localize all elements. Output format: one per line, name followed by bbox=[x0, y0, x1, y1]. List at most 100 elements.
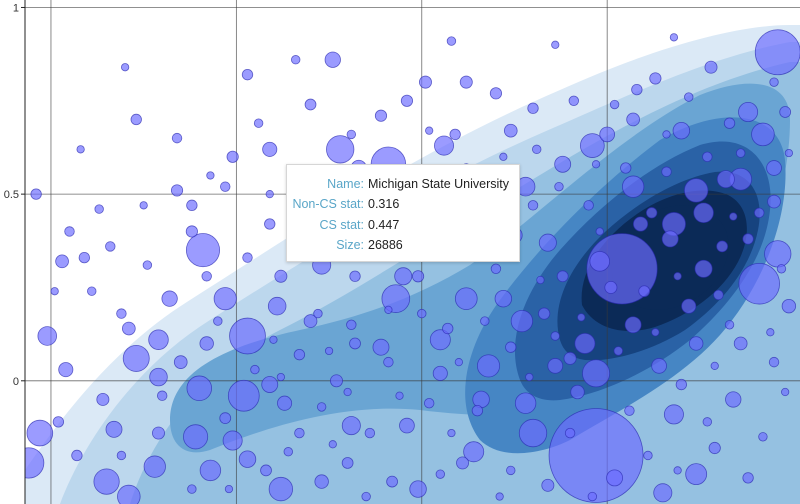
data-point[interactable] bbox=[219, 412, 232, 425]
data-point[interactable] bbox=[710, 361, 719, 370]
data-point[interactable] bbox=[274, 269, 288, 283]
data-point[interactable] bbox=[716, 170, 735, 189]
data-point[interactable] bbox=[764, 240, 792, 268]
data-point[interactable] bbox=[551, 40, 560, 49]
data-point[interactable] bbox=[341, 457, 354, 469]
data-point[interactable] bbox=[766, 328, 775, 337]
data-point[interactable] bbox=[346, 319, 357, 330]
data-point[interactable] bbox=[580, 133, 605, 158]
data-point[interactable] bbox=[449, 128, 461, 141]
data-point[interactable] bbox=[346, 129, 357, 140]
data-point[interactable] bbox=[183, 424, 209, 450]
data-point[interactable] bbox=[269, 335, 278, 344]
data-point[interactable] bbox=[738, 102, 759, 122]
data-point[interactable] bbox=[149, 367, 168, 387]
data-point[interactable] bbox=[242, 252, 253, 263]
data-point[interactable] bbox=[514, 392, 537, 414]
data-point[interactable] bbox=[417, 308, 427, 319]
data-point[interactable] bbox=[341, 416, 361, 436]
data-point[interactable] bbox=[586, 233, 658, 305]
data-point[interactable] bbox=[171, 132, 183, 144]
data-point[interactable] bbox=[14, 447, 45, 479]
data-point[interactable] bbox=[94, 204, 104, 214]
data-point[interactable] bbox=[754, 29, 800, 76]
data-point[interactable] bbox=[52, 416, 65, 428]
data-point[interactable] bbox=[681, 298, 697, 314]
data-point[interactable] bbox=[702, 417, 712, 427]
data-point[interactable] bbox=[622, 175, 645, 198]
data-point[interactable] bbox=[435, 469, 446, 479]
data-point[interactable] bbox=[662, 130, 671, 139]
data-point[interactable] bbox=[374, 109, 388, 122]
data-point[interactable] bbox=[446, 36, 457, 46]
data-point[interactable] bbox=[538, 307, 551, 320]
data-point[interactable] bbox=[693, 202, 714, 224]
data-point[interactable] bbox=[649, 72, 662, 85]
data-point[interactable] bbox=[349, 270, 361, 282]
data-point[interactable] bbox=[186, 199, 198, 211]
data-point[interactable] bbox=[738, 262, 780, 305]
data-point[interactable] bbox=[563, 351, 577, 365]
data-point[interactable] bbox=[121, 63, 130, 72]
data-point[interactable] bbox=[260, 464, 272, 477]
data-point[interactable] bbox=[661, 230, 679, 248]
data-point[interactable] bbox=[527, 102, 539, 114]
data-point[interactable] bbox=[595, 227, 604, 236]
data-point[interactable] bbox=[324, 51, 341, 68]
data-point[interactable] bbox=[199, 336, 214, 351]
data-point[interactable] bbox=[349, 337, 361, 350]
data-point[interactable] bbox=[187, 484, 197, 494]
data-point[interactable] bbox=[624, 405, 635, 416]
data-point[interactable] bbox=[684, 178, 709, 203]
data-point[interactable] bbox=[638, 285, 651, 298]
data-point[interactable] bbox=[294, 427, 305, 439]
data-point[interactable] bbox=[525, 372, 534, 382]
data-point[interactable] bbox=[742, 472, 754, 484]
data-point[interactable] bbox=[250, 364, 260, 375]
data-point[interactable] bbox=[463, 441, 485, 463]
data-point[interactable] bbox=[148, 329, 169, 350]
data-point[interactable] bbox=[471, 405, 484, 417]
data-point[interactable] bbox=[532, 144, 542, 155]
data-point[interactable] bbox=[64, 226, 75, 237]
data-point[interactable] bbox=[303, 314, 318, 328]
data-point[interactable] bbox=[480, 316, 490, 326]
data-point[interactable] bbox=[157, 390, 168, 401]
data-point[interactable] bbox=[631, 83, 643, 96]
data-point[interactable] bbox=[733, 336, 748, 351]
data-point[interactable] bbox=[229, 317, 266, 355]
data-point[interactable] bbox=[518, 418, 548, 448]
data-point[interactable] bbox=[117, 484, 141, 504]
data-point[interactable] bbox=[568, 95, 580, 106]
data-point[interactable] bbox=[173, 355, 188, 369]
data-point[interactable] bbox=[633, 216, 649, 232]
data-point[interactable] bbox=[673, 272, 682, 281]
data-point[interactable] bbox=[96, 392, 110, 406]
data-point[interactable] bbox=[93, 468, 120, 495]
data-point[interactable] bbox=[432, 365, 448, 381]
data-point[interactable] bbox=[724, 320, 735, 330]
data-point[interactable] bbox=[704, 60, 718, 74]
data-point[interactable] bbox=[409, 480, 427, 498]
data-point[interactable] bbox=[50, 287, 59, 296]
data-point[interactable] bbox=[361, 491, 371, 502]
data-point[interactable] bbox=[330, 374, 343, 388]
data-point[interactable] bbox=[383, 356, 394, 368]
data-point[interactable] bbox=[316, 402, 327, 412]
data-point[interactable] bbox=[161, 290, 178, 307]
data-point[interactable] bbox=[241, 69, 254, 81]
data-point[interactable] bbox=[277, 395, 293, 411]
data-point[interactable] bbox=[669, 33, 679, 42]
data-point[interactable] bbox=[754, 207, 765, 218]
data-point[interactable] bbox=[143, 455, 166, 478]
data-point[interactable] bbox=[253, 118, 264, 128]
data-point[interactable] bbox=[620, 162, 632, 174]
data-point[interactable] bbox=[536, 275, 545, 285]
data-point[interactable] bbox=[121, 321, 136, 336]
data-point[interactable] bbox=[723, 117, 736, 129]
data-point[interactable] bbox=[694, 259, 713, 278]
data-point[interactable] bbox=[313, 308, 323, 319]
data-point[interactable] bbox=[506, 465, 516, 476]
data-point[interactable] bbox=[222, 430, 243, 451]
data-point[interactable] bbox=[130, 113, 142, 126]
